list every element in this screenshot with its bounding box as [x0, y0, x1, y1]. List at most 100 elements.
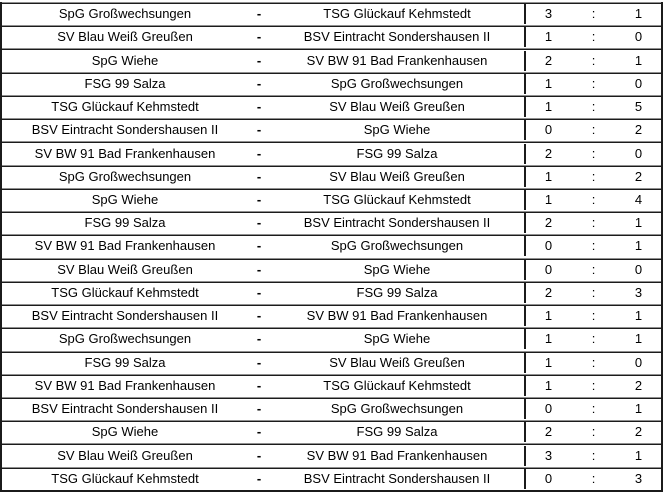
score-colon: :	[591, 168, 596, 184]
vs-separator: -	[256, 354, 262, 370]
vs-separator: -	[256, 284, 262, 300]
home-team-label: SV BW 91 Bad Frankenhausen	[34, 145, 216, 161]
match-row: SV Blau Weiß Greußen - SpG Wiehe 0 : 0	[2, 257, 661, 281]
home-team-label: SV Blau Weiß Greußen	[57, 29, 193, 45]
away-score-value: 0	[634, 75, 643, 91]
home-team-label: TSG Glückauf Kehmstedt	[51, 284, 199, 300]
match-row: TSG Glückauf Kehmstedt - SV Blau Weiß Gr…	[2, 94, 661, 119]
away-score-value: 2	[634, 122, 643, 138]
match-row: FSG 99 Salza - BSV Eintracht Sondershaus…	[2, 211, 661, 235]
vs-separator: -	[256, 424, 262, 440]
score-colon: :	[591, 75, 596, 91]
vs-separator: -	[256, 308, 262, 324]
away-score-value: 0	[634, 145, 643, 161]
home-team-label: SpG Wiehe	[91, 424, 159, 440]
vs-separator: -	[256, 447, 262, 463]
home-score-value: 1	[524, 97, 571, 118]
away-team-label: SpG Wiehe	[363, 261, 431, 277]
vs-separator: -	[256, 145, 262, 161]
score-colon: :	[591, 331, 596, 347]
home-team-label: SpG Großwechsungen	[58, 6, 192, 22]
home-score-value: 1	[524, 166, 571, 187]
home-score-value: 1	[524, 27, 571, 48]
score-colon: :	[591, 261, 596, 277]
away-score-value: 2	[634, 377, 643, 393]
match-row: SV BW 91 Bad Frankenhausen - FSG 99 Salz…	[2, 141, 661, 165]
vs-separator: -	[256, 261, 262, 277]
home-score-value: 1	[524, 306, 571, 327]
away-team-label: SV BW 91 Bad Frankenhausen	[306, 308, 488, 324]
away-score-value: 1	[634, 447, 643, 463]
score-colon: :	[591, 52, 596, 68]
away-team-label: SpG Großwechsungen	[330, 75, 464, 91]
match-row: SV BW 91 Bad Frankenhausen - SpG Großwec…	[2, 234, 661, 258]
away-team-label: BSV Eintracht Sondershausen II	[303, 29, 491, 45]
home-team-label: SpG Wiehe	[91, 52, 159, 68]
score-colon: :	[591, 238, 596, 254]
match-row: SpG Wiehe - SV BW 91 Bad Frankenhausen 2…	[2, 48, 661, 72]
away-score-value: 1	[634, 331, 643, 347]
vs-separator: -	[256, 168, 262, 184]
score-colon: :	[591, 6, 596, 22]
vs-separator: -	[256, 191, 262, 207]
home-team-label: TSG Glückauf Kehmstedt	[51, 470, 199, 486]
home-team-label: BSV Eintracht Sondershausen II	[31, 308, 219, 324]
match-row: SpG Wiehe - FSG 99 Salza 2 : 2	[2, 420, 661, 444]
away-team-label: SV Blau Weiß Greußen	[329, 168, 465, 184]
home-score-value: 2	[524, 50, 571, 71]
away-score-value: 3	[634, 470, 643, 486]
away-score-value: 3	[634, 284, 643, 300]
vs-separator: -	[256, 401, 262, 417]
score-colon: :	[591, 122, 596, 138]
away-score-value: 1	[634, 308, 643, 324]
away-team-label: SV BW 91 Bad Frankenhausen	[306, 447, 488, 463]
home-score-value: 0	[524, 259, 571, 280]
home-score-value: 3	[524, 4, 571, 25]
home-score-value: 2	[524, 213, 571, 234]
home-team-label: SV BW 91 Bad Frankenhausen	[34, 238, 216, 254]
match-row: SV BW 91 Bad Frankenhausen - TSG Glückau…	[2, 373, 661, 397]
home-score-value: 0	[524, 236, 571, 257]
vs-separator: -	[256, 29, 262, 45]
match-row: SpG Großwechsungen - SV Blau Weiß Greuße…	[2, 164, 661, 188]
away-score-value: 4	[634, 191, 643, 207]
away-score-value: 2	[634, 424, 643, 440]
home-team-label: SV Blau Weiß Greußen	[57, 261, 193, 277]
match-row: TSG Glückauf Kehmstedt - BSV Eintracht S…	[2, 466, 661, 490]
match-row: BSV Eintracht Sondershausen II - SpG Wie…	[2, 118, 661, 142]
match-results-table: SpG Großwechsungen - TSG Glückauf Kehmst…	[0, 2, 663, 492]
score-colon: :	[591, 377, 596, 393]
vs-separator: -	[256, 215, 262, 231]
vs-separator: -	[256, 122, 262, 138]
away-team-label: FSG 99 Salza	[356, 284, 438, 300]
home-score-value: 1	[524, 352, 571, 373]
score-colon: :	[591, 191, 596, 207]
home-score-value: 1	[524, 329, 571, 350]
match-row: BSV Eintracht Sondershausen II - SpG Gro…	[2, 396, 661, 421]
away-score-value: 0	[634, 354, 643, 370]
away-team-label: BSV Eintracht Sondershausen II	[303, 215, 491, 231]
away-team-label: SV Blau Weiß Greußen	[329, 99, 465, 115]
score-colon: :	[591, 308, 596, 324]
away-team-label: SpG Wiehe	[363, 331, 431, 347]
match-row: SpG Großwechsungen - TSG Glückauf Kehmst…	[2, 2, 661, 26]
away-team-label: FSG 99 Salza	[356, 424, 438, 440]
home-team-label: FSG 99 Salza	[84, 354, 166, 370]
home-team-label: SpG Wiehe	[91, 191, 159, 207]
score-colon: :	[591, 401, 596, 417]
home-score-value: 2	[524, 422, 571, 443]
vs-separator: -	[256, 377, 262, 393]
vs-separator: -	[256, 238, 262, 254]
score-colon: :	[591, 145, 596, 161]
away-score-value: 1	[634, 238, 643, 254]
home-team-label: BSV Eintracht Sondershausen II	[31, 122, 219, 138]
vs-separator: -	[256, 6, 262, 22]
away-team-label: SpG Wiehe	[363, 122, 431, 138]
away-score-value: 1	[634, 52, 643, 68]
vs-separator: -	[256, 470, 262, 486]
home-score-value: 0	[524, 468, 571, 489]
score-colon: :	[591, 215, 596, 231]
home-team-label: BSV Eintracht Sondershausen II	[31, 401, 219, 417]
away-score-value: 0	[634, 261, 643, 277]
score-colon: :	[591, 470, 596, 486]
